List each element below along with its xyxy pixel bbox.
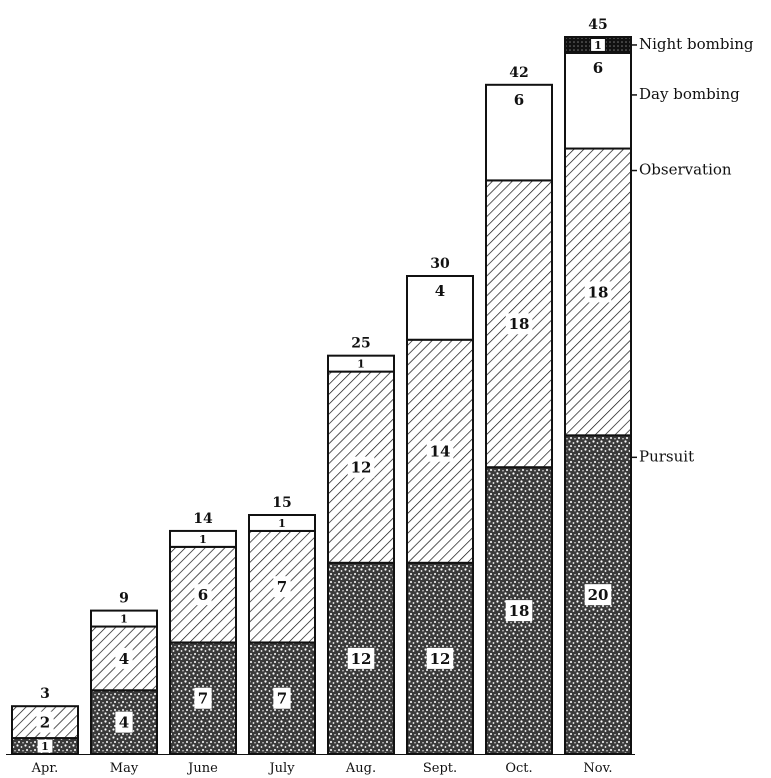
bar-total-label: 30 xyxy=(430,256,450,272)
bar-segment-day-bombing-sept xyxy=(406,275,474,341)
bar-total-label: 25 xyxy=(351,336,370,352)
segment-label-box-observation-may xyxy=(115,647,133,669)
segment-value-label: 7 xyxy=(277,690,287,708)
segment-value-label: 7 xyxy=(198,690,208,708)
segment-value-label: 1 xyxy=(41,740,49,753)
legend-label-pursuit: Pursuit xyxy=(639,447,694,465)
x-tick-label: Sept. xyxy=(423,761,457,776)
bar-segment-day-bombing-july xyxy=(248,514,316,532)
segment-label-box-pursuit-aug xyxy=(347,647,375,669)
segment-value-label: 14 xyxy=(430,443,451,461)
segment-value-label: 2 xyxy=(40,714,50,732)
x-tick-label: Nov. xyxy=(583,761,612,776)
segment-value-label: 20 xyxy=(588,586,609,604)
bar-segment-day-bombing-june xyxy=(169,529,237,548)
bar-segment-day-bombing-nov xyxy=(564,51,632,150)
legend-label-night-bombing: Night bombing xyxy=(639,35,754,53)
x-tick-label: Aug. xyxy=(345,761,376,776)
segment-value-label: 4 xyxy=(119,714,129,732)
segment-label-box-pursuit-apr xyxy=(37,739,53,753)
segment-value-label: 12 xyxy=(430,650,451,668)
segment-label-box-observation-nov xyxy=(584,281,612,303)
segment-value-label: 4 xyxy=(119,650,129,668)
segment-label-box-observation-june xyxy=(194,584,212,606)
segment-value-label: 4 xyxy=(435,282,445,300)
x-tick-label: July xyxy=(267,761,295,776)
segment-value-label: 1 xyxy=(357,358,365,371)
bar-total-label: 14 xyxy=(193,511,213,527)
legend-label-day-bombing: Day bombing xyxy=(639,85,740,103)
segment-value-label: 6 xyxy=(593,59,603,77)
legend-layer: Pursuit Observation Day bombing Night bombi… xyxy=(631,35,754,465)
x-tick-label: Apr. xyxy=(31,761,59,776)
bar-total-label: 42 xyxy=(509,65,528,81)
legend-label-observation: Observation xyxy=(639,161,732,179)
segment-label-box-pursuit-june xyxy=(194,687,212,709)
segment-label-box-observation-oct xyxy=(505,313,533,335)
bar-total-label: 15 xyxy=(272,495,291,511)
segment-value-label: 18 xyxy=(588,283,609,301)
x-tick-label: June xyxy=(186,761,218,776)
x-tick-label: May xyxy=(110,761,139,776)
segment-label-box-pursuit-sept xyxy=(426,647,454,669)
bar-segment-day-bombing-may xyxy=(90,609,158,628)
bar-total-label: 9 xyxy=(119,591,129,607)
segment-value-label: 18 xyxy=(509,315,530,333)
segment-label-box-pursuit-may xyxy=(115,711,133,733)
segment-value-label: 1 xyxy=(120,613,128,626)
segment-label-box-observation-july xyxy=(273,576,291,598)
bar-segment-day-bombing-aug xyxy=(327,354,395,373)
segment-value-label: 1 xyxy=(278,517,286,530)
segment-label-box-observation-apr xyxy=(36,711,54,733)
segment-value-label: 12 xyxy=(351,459,372,477)
bar-segment-day-bombing-oct xyxy=(485,83,553,182)
segment-value-label: 1 xyxy=(199,533,207,546)
bar-total-label: 3 xyxy=(40,686,50,702)
segment-value-label: 6 xyxy=(198,586,208,604)
segment-label-box-night-bombing-nov xyxy=(590,38,606,52)
segment-label-box-observation-sept xyxy=(426,440,454,462)
segment-value-label: 7 xyxy=(277,578,287,596)
x-tick-label: Oct. xyxy=(505,761,532,776)
segment-label-box-observation-aug xyxy=(347,456,375,478)
segment-value-label: 12 xyxy=(351,650,372,668)
segment-value-label: 1 xyxy=(594,39,602,52)
segment-value-label: 6 xyxy=(514,91,524,109)
bar-total-label: 45 xyxy=(588,17,607,33)
segment-label-box-pursuit-oct xyxy=(505,600,533,622)
segment-label-box-pursuit-july xyxy=(273,687,291,709)
segment-value-label: 18 xyxy=(509,602,530,620)
segment-label-box-pursuit-nov xyxy=(584,584,612,606)
labels-layer: 123Apr.4419May76114June77115July1212125A… xyxy=(31,17,613,776)
bars-layer xyxy=(6,36,635,756)
